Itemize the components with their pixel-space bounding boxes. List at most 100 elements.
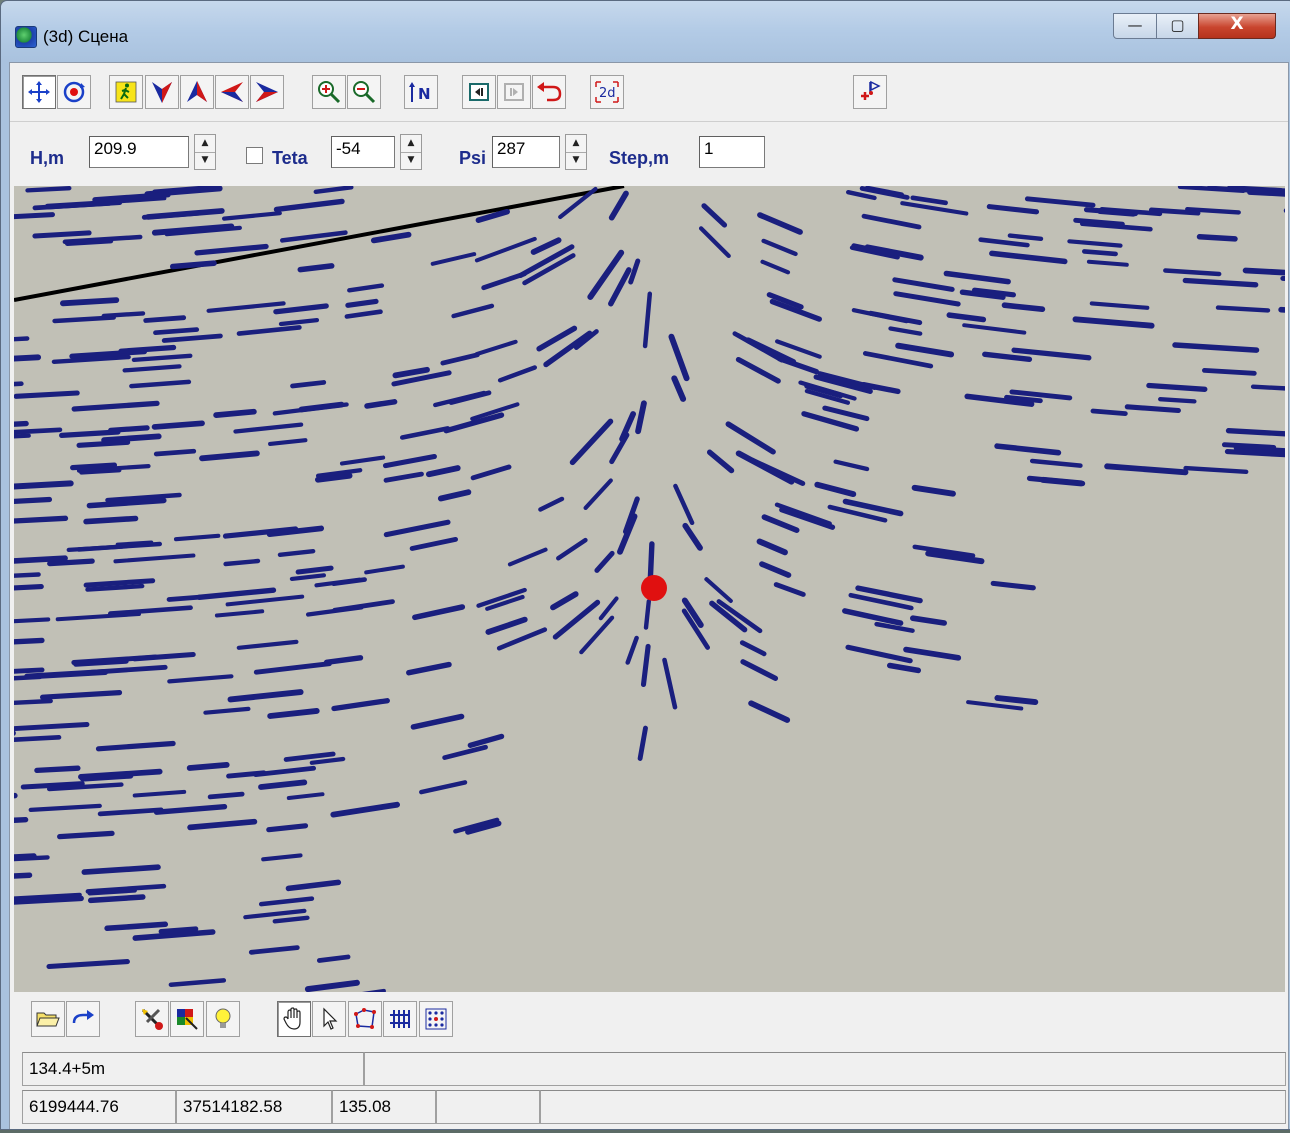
scene-post (409, 536, 459, 551)
look-down-button[interactable] (145, 75, 179, 109)
scene-post (587, 249, 625, 300)
psi-label: Psi (459, 148, 487, 168)
step-forward-button[interactable] (497, 75, 531, 109)
undo-button[interactable] (532, 75, 566, 109)
scene-post (129, 379, 192, 389)
h-spinner[interactable]: ▲ ▼ (194, 134, 216, 170)
h-spin-up-icon[interactable]: ▲ (195, 135, 215, 153)
scene-post (725, 421, 776, 455)
psi-input[interactable]: 287 (492, 136, 560, 168)
light-button[interactable] (206, 1001, 240, 1037)
scene-post (497, 365, 537, 383)
switch-2d-button[interactable]: 2d (590, 75, 624, 109)
scene-post (78, 768, 163, 780)
h-label: H,m (30, 148, 65, 168)
zoom-out-button[interactable] (347, 75, 381, 109)
grid-button[interactable] (383, 1001, 417, 1037)
look-up-button[interactable] (180, 75, 214, 109)
scene-post (283, 751, 336, 762)
scene-post (774, 502, 832, 526)
scene-post (748, 700, 791, 723)
scene-post (681, 597, 704, 628)
scene-post (14, 792, 18, 799)
scene-post (14, 734, 62, 742)
scene-post (145, 208, 225, 220)
scene-post (167, 674, 234, 684)
3d-scene-viewport[interactable] (14, 186, 1285, 992)
scene-post (101, 311, 146, 319)
teta-spinner[interactable]: ▲ ▼ (400, 134, 422, 170)
tools-button[interactable] (135, 1001, 169, 1037)
scene-post (673, 483, 695, 526)
turn-right-button[interactable] (250, 75, 284, 109)
scene-post (25, 186, 72, 193)
scene-post (583, 478, 613, 510)
scene-post (243, 908, 307, 920)
scene-post (187, 818, 258, 831)
select-pointer-button[interactable] (312, 1001, 346, 1037)
step-back-button[interactable] (462, 75, 496, 109)
walk-mode-button[interactable] (109, 75, 143, 109)
h-spin-down-icon[interactable]: ▼ (201, 155, 209, 165)
scene-post (186, 762, 230, 771)
minimize-button[interactable]: — (1113, 13, 1157, 39)
scene-post (46, 959, 130, 970)
psi-spinner[interactable]: ▲ ▼ (565, 134, 587, 170)
scene-post (161, 333, 223, 343)
scene-post (943, 270, 1011, 285)
zoom-in-button[interactable] (312, 75, 346, 109)
scene-canvas[interactable] (14, 186, 1285, 992)
scene-post (279, 230, 348, 243)
scene-post (739, 640, 767, 657)
open-folder-button[interactable] (31, 1001, 65, 1037)
scene-post (814, 481, 857, 498)
scene-post (289, 573, 326, 581)
hand-pan-button[interactable] (277, 1001, 311, 1037)
title-bar[interactable]: (3d) Сцена — ▢ X (1, 1, 1290, 61)
scene-post (1163, 268, 1222, 277)
scene-post (1080, 221, 1153, 232)
north-button[interactable]: N (404, 75, 438, 109)
target-rotate-icon (63, 81, 85, 103)
scene-post (14, 420, 29, 427)
h-input[interactable]: 209.9 (89, 136, 189, 168)
scene-post (598, 596, 619, 621)
scene-post (766, 292, 804, 310)
scene-post (1206, 186, 1268, 194)
scene-post (990, 580, 1036, 591)
redo-button[interactable] (66, 1001, 100, 1037)
scene-post (740, 659, 779, 681)
scene-post (297, 263, 335, 273)
teta-spin-down-icon[interactable]: ▼ (407, 155, 415, 165)
psi-spin-down-icon[interactable]: ▼ (572, 155, 580, 165)
teta-spin-up-icon[interactable]: ▲ (401, 135, 421, 153)
scene-post (474, 236, 537, 263)
points-grid-button[interactable] (419, 1001, 453, 1037)
psi-spin-up-icon[interactable]: ▲ (566, 135, 586, 153)
maximize-button[interactable]: ▢ (1156, 13, 1199, 39)
teta-checkbox[interactable] (246, 147, 263, 164)
scene-post (1007, 233, 1044, 241)
polygon-button[interactable] (348, 1001, 382, 1037)
scene-post (440, 352, 480, 366)
teta-input[interactable]: -54 (331, 136, 395, 168)
scene-post (214, 609, 265, 618)
scene-post (861, 213, 922, 230)
camera-target-marker[interactable] (641, 575, 667, 601)
boundary-line (14, 186, 625, 302)
close-button[interactable]: X (1198, 13, 1276, 39)
scene-post (248, 945, 300, 955)
turn-left-button[interactable] (215, 75, 249, 109)
scene-post (1024, 196, 1096, 208)
scene-post (507, 547, 548, 567)
rotate-target-button[interactable] (57, 75, 91, 109)
scene-post (485, 616, 528, 635)
scene-post (253, 765, 317, 777)
scene-post (132, 929, 216, 941)
scene-post (804, 388, 851, 405)
palette-button[interactable] (170, 1001, 204, 1037)
scene-post (92, 191, 171, 203)
move-tool-button[interactable] (22, 75, 56, 109)
step-input[interactable]: 1 (699, 136, 765, 168)
add-marker-button[interactable] (853, 75, 887, 109)
